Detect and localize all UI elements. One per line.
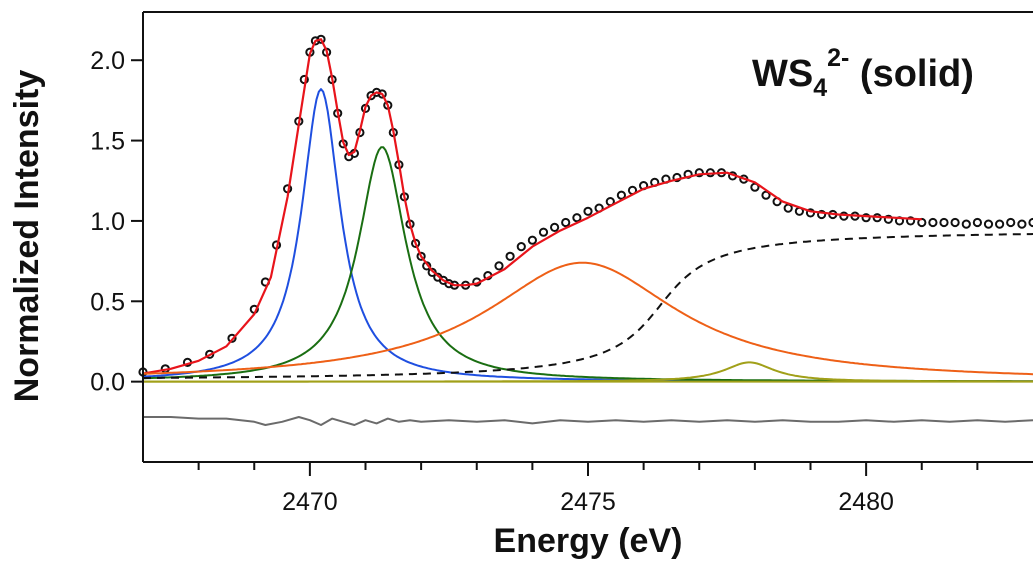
annotation-base: WS	[752, 53, 813, 95]
data-point	[939, 217, 949, 228]
y-tick-label: 1.0	[90, 208, 125, 236]
data-point	[694, 168, 704, 178]
annotation-suffix: (solid)	[849, 53, 974, 95]
series-line-4	[142, 261, 1033, 376]
data-point	[516, 242, 526, 252]
data-point	[817, 209, 827, 220]
data-point	[861, 213, 871, 223]
annotation-superscript: 2-	[827, 44, 849, 72]
data-point	[494, 261, 504, 271]
data-point	[227, 333, 237, 343]
data-point	[761, 190, 771, 200]
data-point	[583, 206, 593, 216]
data-point	[672, 172, 682, 183]
data-point	[1017, 219, 1027, 229]
y-tick-label: 0.5	[90, 288, 125, 316]
data-point	[805, 208, 816, 218]
x-tick-label: 2470	[282, 488, 338, 516]
data-point	[505, 251, 515, 261]
data-point	[983, 219, 994, 229]
sample-annotation: WS42- (solid)	[752, 44, 974, 102]
data-point	[416, 251, 426, 261]
series-line-3	[142, 146, 1033, 383]
y-axis-title: Normalized Intensity	[8, 70, 46, 403]
data-point	[906, 216, 916, 226]
data-point	[783, 203, 793, 213]
data-point	[1028, 217, 1033, 228]
data-point	[427, 267, 437, 277]
plot-area	[138, 34, 1033, 426]
x-tick-label: 2475	[560, 488, 616, 516]
data-point	[883, 214, 894, 224]
data-point	[961, 219, 971, 229]
series-line-2	[142, 88, 1033, 383]
series-line-1	[142, 38, 922, 375]
data-point	[616, 190, 627, 200]
y-tick-label: 0.0	[90, 369, 125, 397]
data-point	[538, 227, 549, 237]
y-tick-label: 2.0	[90, 47, 125, 75]
data-point	[972, 217, 983, 228]
data-point	[995, 219, 1005, 229]
data-point	[950, 217, 960, 228]
x-axis-title: Energy (eV)	[494, 522, 683, 560]
data-point	[550, 222, 560, 232]
annotation-subscript: 4	[813, 74, 827, 102]
data-point	[527, 235, 538, 245]
y-tick-label: 1.5	[90, 128, 125, 156]
data-point	[572, 213, 582, 223]
x-tick-label: 2480	[838, 488, 894, 516]
data-point	[561, 217, 571, 228]
series-line-8	[143, 416, 1033, 426]
data-point	[928, 217, 938, 228]
x-axis: 2470 2475 2480	[143, 11, 1033, 516]
data-point	[1006, 217, 1016, 228]
y-axis: 0.0 0.5 1.0 1.5 2.0	[90, 12, 144, 462]
